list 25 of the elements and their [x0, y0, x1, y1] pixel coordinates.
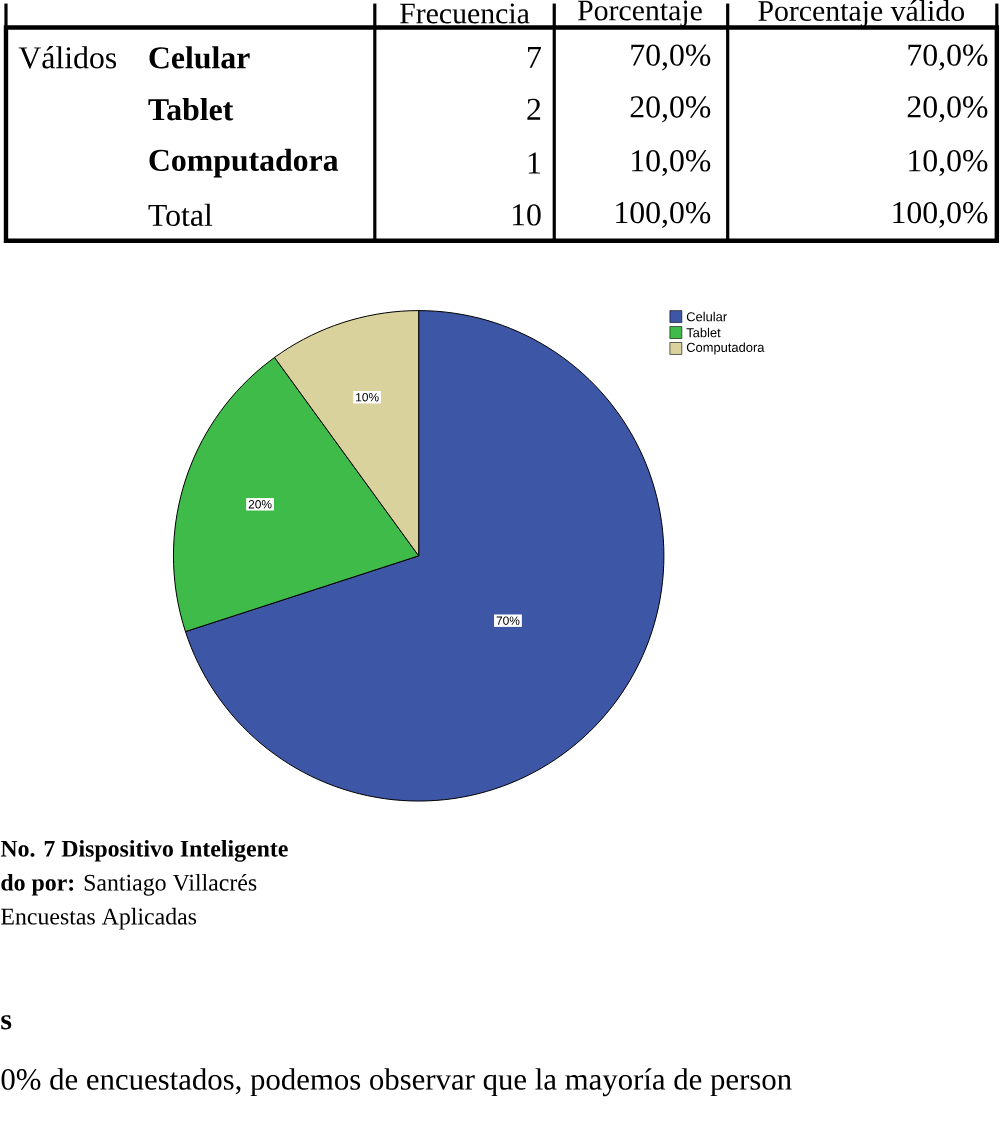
category-label: Computadora: [149, 148, 338, 178]
text: 100,0%: [892, 201, 988, 228]
text: 2: [527, 98, 540, 120]
text: 20,0%: [630, 96, 710, 123]
text: Frecuencia: [399, 3, 530, 24]
text: No. 7 Dispositivo Inteligente: [0, 839, 288, 862]
category-label: Celular: [149, 46, 250, 69]
text: s: [0, 1015, 11, 1030]
text: 0% de encuestados, podemos observar que la mayoría de person: [1, 1068, 792, 1097]
text: do por: Santiago Villacrés: [0, 873, 256, 896]
text: 7: [527, 46, 541, 68]
text: Porcentaje: [577, 0, 702, 27]
text: Válidos: [18, 46, 116, 69]
text: Porcentaje válido: [757, 0, 964, 28]
text: 70,0%: [630, 44, 710, 71]
text: 10,0%: [908, 150, 988, 177]
category-label: Tablet: [148, 98, 233, 121]
text: 100,0%: [615, 201, 710, 228]
text: 70,0%: [908, 44, 988, 71]
text: Encuestas Aplicadas: [0, 907, 196, 930]
text: 10: [512, 204, 541, 226]
text: 20,0%: [907, 96, 988, 123]
text: Total: [148, 203, 212, 227]
text: 10,0%: [631, 150, 710, 177]
text: 1: [528, 152, 540, 174]
